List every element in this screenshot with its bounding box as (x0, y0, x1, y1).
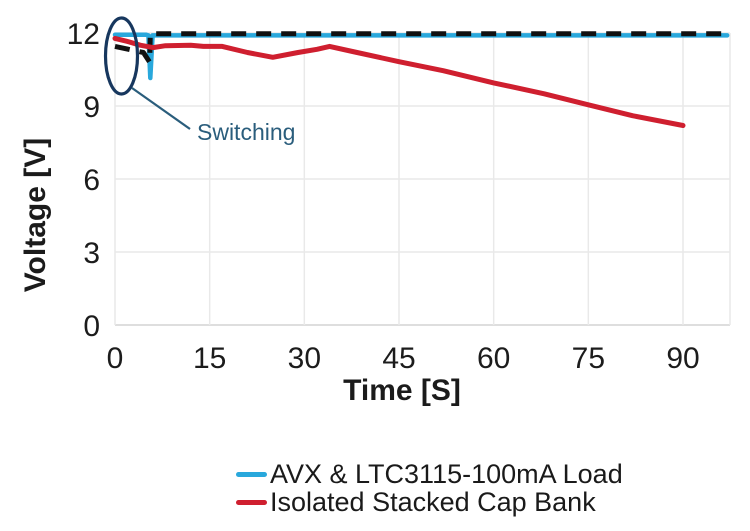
y-tick-label-3: 3 (83, 237, 100, 270)
switching-ellipse (103, 16, 140, 96)
y-tick-label-6: 6 (83, 164, 100, 197)
switching-annotation-label: Switching (197, 119, 296, 145)
tick-labels: 0 15 30 45 60 75 90 0 3 6 9 12 (67, 18, 700, 375)
x-axis-title: Time [S] (343, 374, 461, 407)
legend-item-avx: AVX & LTC3115-100mA Load (236, 461, 623, 488)
line-avx-ltc3115 (112, 32, 730, 81)
legend: AVX & LTC3115-100mA Load Isolated Stacke… (236, 461, 623, 516)
x-tick-label-75: 75 (572, 342, 605, 375)
legend-label-avx: AVX & LTC3115-100mA Load (270, 459, 623, 489)
x-tick-label-60: 60 (477, 342, 510, 375)
y-tick-label-12: 12 (67, 18, 100, 51)
data-series-lines (112, 31, 730, 128)
switching-annotation (103, 16, 191, 130)
x-tick-label-15: 15 (193, 342, 226, 375)
legend-label-stacked-cap: Isolated Stacked Cap Bank (270, 487, 596, 517)
y-axis-title: Voltage [V] (19, 137, 52, 293)
x-tick-label-30: 30 (288, 342, 321, 375)
legend-marker-red (236, 500, 267, 505)
switching-leader-line (131, 87, 191, 130)
x-tick-label-45: 45 (382, 342, 415, 375)
y-tick-label-9: 9 (83, 91, 100, 124)
y-tick-label-0: 0 (83, 310, 100, 343)
x-tick-label-0: 0 (107, 342, 124, 375)
gridlines (114, 32, 731, 326)
legend-marker-cyan (236, 472, 267, 477)
x-tick-label-90: 90 (666, 342, 699, 375)
line-isolated-stacked-cap-bank (112, 35, 686, 128)
legend-item-stacked-cap: Isolated Stacked Cap Bank (236, 489, 623, 516)
line-dashed-reference (114, 31, 728, 65)
